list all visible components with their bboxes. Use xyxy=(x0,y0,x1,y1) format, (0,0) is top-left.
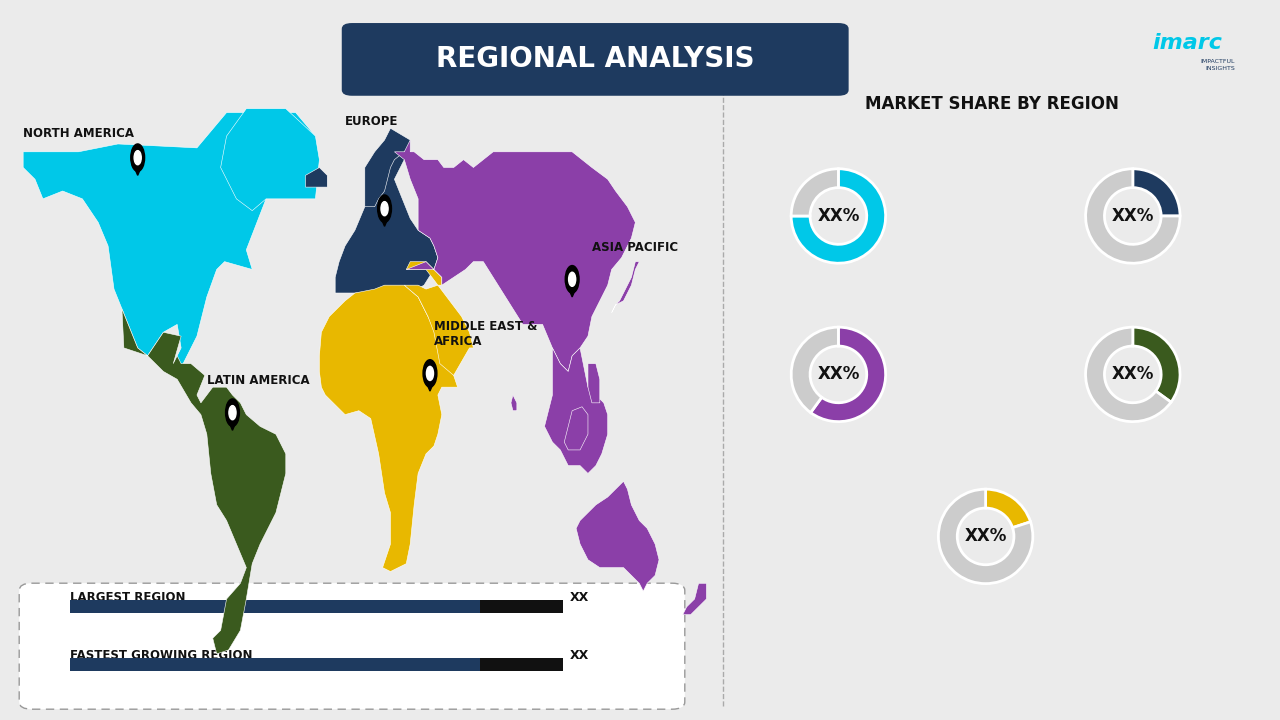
Circle shape xyxy=(566,266,579,293)
Polygon shape xyxy=(320,285,458,572)
Polygon shape xyxy=(133,163,142,176)
Polygon shape xyxy=(588,364,600,403)
Circle shape xyxy=(568,272,576,287)
Polygon shape xyxy=(404,285,474,375)
Wedge shape xyxy=(986,489,1030,528)
Text: MIDDLE EAST &
AFRICA: MIDDLE EAST & AFRICA xyxy=(434,320,538,348)
Circle shape xyxy=(426,366,434,380)
Text: XX%: XX% xyxy=(1111,365,1155,383)
Text: EUROPE: EUROPE xyxy=(346,115,398,128)
Polygon shape xyxy=(394,140,635,372)
Text: ASIA PACIFIC: ASIA PACIFIC xyxy=(591,240,678,253)
Text: IMPACTFUL
INSIGHTS: IMPACTFUL INSIGHTS xyxy=(1201,59,1235,71)
Text: XX%: XX% xyxy=(817,365,860,383)
Text: XX: XX xyxy=(570,649,589,662)
Text: MARKET SHARE BY REGION: MARKET SHARE BY REGION xyxy=(865,95,1119,113)
Text: XX%: XX% xyxy=(817,207,860,225)
Circle shape xyxy=(131,144,145,171)
Circle shape xyxy=(424,360,436,387)
FancyBboxPatch shape xyxy=(342,23,849,96)
Text: XX%: XX% xyxy=(1111,207,1155,225)
Polygon shape xyxy=(122,309,285,654)
FancyBboxPatch shape xyxy=(480,658,563,671)
Circle shape xyxy=(378,195,392,222)
Polygon shape xyxy=(544,348,608,474)
Polygon shape xyxy=(612,261,639,312)
Text: XX%: XX% xyxy=(964,527,1007,546)
Polygon shape xyxy=(682,583,707,615)
Text: imarc: imarc xyxy=(1152,33,1222,53)
FancyBboxPatch shape xyxy=(70,658,480,671)
Polygon shape xyxy=(306,168,328,187)
Text: NORTH AMERICA: NORTH AMERICA xyxy=(23,127,134,140)
Polygon shape xyxy=(335,152,438,293)
Polygon shape xyxy=(511,395,517,410)
Wedge shape xyxy=(1133,327,1180,402)
Wedge shape xyxy=(938,489,1033,584)
Circle shape xyxy=(225,399,239,426)
Text: LARGEST REGION: LARGEST REGION xyxy=(70,591,186,604)
Text: REGIONAL ANALYSIS: REGIONAL ANALYSIS xyxy=(436,45,754,73)
Circle shape xyxy=(134,150,141,165)
Text: XX: XX xyxy=(570,591,589,604)
FancyBboxPatch shape xyxy=(70,600,480,613)
Polygon shape xyxy=(365,128,410,207)
Polygon shape xyxy=(576,481,659,591)
FancyBboxPatch shape xyxy=(19,583,685,709)
Wedge shape xyxy=(1085,168,1180,264)
Circle shape xyxy=(229,405,236,420)
Polygon shape xyxy=(567,285,577,297)
Wedge shape xyxy=(791,168,886,264)
Polygon shape xyxy=(23,112,315,375)
Text: FASTEST GROWING REGION: FASTEST GROWING REGION xyxy=(70,649,253,662)
Wedge shape xyxy=(1133,168,1180,216)
Text: LATIN AMERICA: LATIN AMERICA xyxy=(207,374,310,387)
Wedge shape xyxy=(1085,327,1171,422)
Wedge shape xyxy=(791,327,838,413)
Circle shape xyxy=(381,202,388,216)
Wedge shape xyxy=(791,168,838,216)
FancyBboxPatch shape xyxy=(480,600,563,613)
Polygon shape xyxy=(380,215,389,226)
Polygon shape xyxy=(425,379,435,391)
Polygon shape xyxy=(564,407,588,450)
Wedge shape xyxy=(810,327,886,422)
Polygon shape xyxy=(220,109,320,211)
Polygon shape xyxy=(228,418,237,431)
Polygon shape xyxy=(406,261,442,285)
